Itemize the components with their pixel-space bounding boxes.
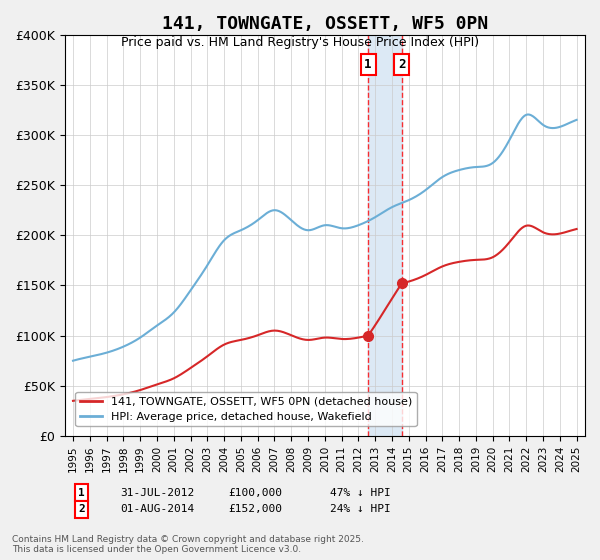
Text: 2: 2 bbox=[398, 58, 406, 71]
Text: Price paid vs. HM Land Registry's House Price Index (HPI): Price paid vs. HM Land Registry's House … bbox=[121, 36, 479, 49]
Legend: 141, TOWNGATE, OSSETT, WF5 0PN (detached house), HPI: Average price, detached ho: 141, TOWNGATE, OSSETT, WF5 0PN (detached… bbox=[76, 392, 416, 426]
Title: 141, TOWNGATE, OSSETT, WF5 0PN: 141, TOWNGATE, OSSETT, WF5 0PN bbox=[161, 15, 488, 33]
Text: £152,000: £152,000 bbox=[228, 505, 282, 515]
Text: 01-AUG-2014: 01-AUG-2014 bbox=[120, 505, 194, 515]
Text: 2: 2 bbox=[78, 505, 85, 515]
Text: 31-JUL-2012: 31-JUL-2012 bbox=[120, 488, 194, 498]
Text: 1: 1 bbox=[78, 488, 85, 498]
Text: 1: 1 bbox=[364, 58, 372, 71]
Text: 47% ↓ HPI: 47% ↓ HPI bbox=[330, 488, 391, 498]
Text: £100,000: £100,000 bbox=[228, 488, 282, 498]
Text: 24% ↓ HPI: 24% ↓ HPI bbox=[330, 505, 391, 515]
Text: Contains HM Land Registry data © Crown copyright and database right 2025.
This d: Contains HM Land Registry data © Crown c… bbox=[12, 535, 364, 554]
